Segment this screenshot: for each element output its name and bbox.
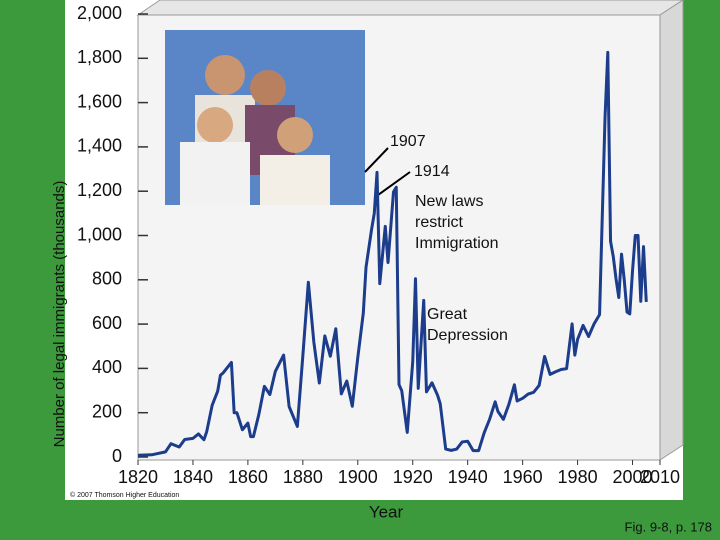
y-tick-label: 800 [92, 269, 122, 289]
caption: Fig. 9-8, p. 178 [625, 519, 712, 534]
x-tick-label: 2010 [640, 467, 680, 487]
x-tick-label: 1900 [338, 467, 378, 487]
credit: © 2007 Thomson Higher Education [70, 491, 179, 499]
x-tick-label: 1840 [173, 467, 213, 487]
y-tick-label: 1,200 [77, 180, 122, 200]
y-tick-label: 1,400 [77, 136, 122, 156]
photo [165, 30, 365, 205]
data-line [137, 50, 648, 457]
annotation: New laws [415, 193, 483, 210]
y-tick-label: 1,800 [77, 47, 122, 67]
y-tick-label: 1,600 [77, 91, 122, 111]
y-tick-label: 1,000 [77, 224, 122, 244]
x-tick-label: 1880 [283, 467, 323, 487]
x-tick-label: 1940 [448, 467, 488, 487]
y-tick-label: 2,000 [77, 3, 122, 23]
annotation: 1907 [390, 133, 426, 150]
annotation: Immigration [415, 235, 499, 252]
y-tick-label: 200 [92, 401, 122, 421]
annotation: Great [427, 306, 468, 323]
y-tick-label: 400 [92, 357, 122, 377]
x-tick-label: 1860 [228, 467, 268, 487]
y-axis-title: Number of legal immigrants (thousands) [51, 181, 68, 448]
annotation: restrict [415, 214, 464, 231]
pointer-1914 [377, 171, 411, 196]
x-tick-label: 2000 [613, 467, 653, 487]
box-top [136, 0, 684, 16]
x-tick-label: 1980 [558, 467, 598, 487]
pointer-1907 [364, 147, 389, 173]
annotation: 1914 [414, 163, 450, 180]
x-tick-label: 1960 [503, 467, 543, 487]
x-axis-title: Year [369, 502, 404, 521]
x-tick-label: 1920 [393, 467, 433, 487]
x-tick-label: 1820 [118, 467, 158, 487]
y-tick-label: 0 [112, 446, 122, 466]
box-side [659, 0, 684, 461]
y-tick-label: 600 [92, 313, 122, 333]
annotation: Depression [427, 327, 508, 344]
